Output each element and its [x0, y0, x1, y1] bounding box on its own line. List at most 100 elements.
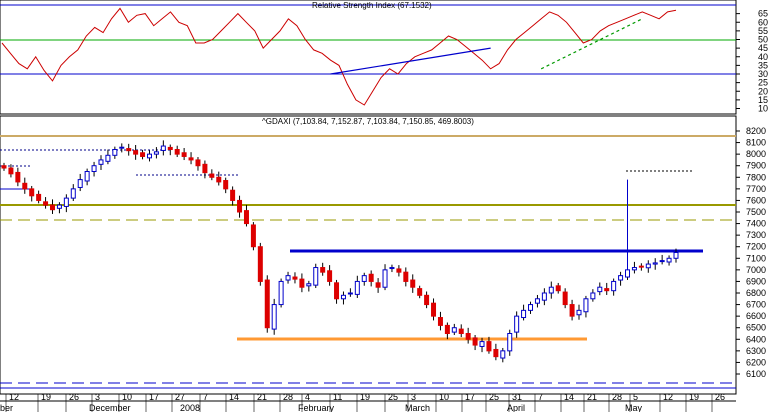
candle-down	[257, 246, 263, 282]
candle-up	[77, 179, 83, 188]
candle-up	[590, 292, 596, 300]
x-month-label: 2008	[180, 403, 200, 412]
candle-down	[195, 159, 201, 167]
rsi-frame	[0, 0, 737, 115]
x-tick-label: 3	[95, 392, 100, 402]
candle-down	[181, 152, 187, 157]
x-tick-label: 4	[305, 392, 310, 402]
candle-up	[514, 315, 520, 333]
candle-down	[320, 267, 326, 273]
candle-down	[174, 149, 180, 155]
candle-down	[243, 210, 249, 225]
rsi-trendline	[330, 47, 491, 75]
candle-down	[465, 333, 471, 340]
candle-up	[382, 269, 388, 288]
candle-down	[36, 193, 42, 201]
price-tick-label: 6200	[746, 357, 766, 367]
x-tick-label: 11	[333, 392, 342, 402]
candle-up	[541, 292, 547, 301]
x-tick-label: 5	[633, 392, 638, 402]
rsi-tick-label: 15	[758, 95, 768, 105]
price-tick-label: 6500	[746, 323, 766, 333]
rsi-tick-label: 65	[758, 9, 768, 19]
candle-up	[105, 154, 111, 162]
rsi-panel: Relative Strength Index (67.1532) 101520…	[0, 0, 768, 115]
rsi-series-line	[1, 7, 677, 106]
x-tick-label: 26	[69, 392, 79, 402]
candle-down	[43, 201, 49, 206]
price-tick-label: 7900	[746, 161, 766, 171]
candle-down	[188, 157, 194, 161]
candle-up	[285, 275, 291, 281]
rsi-tick-label: 10	[758, 104, 768, 114]
candle-down	[375, 282, 381, 288]
x-tick-label: 28	[283, 392, 293, 402]
candle-down	[202, 163, 208, 174]
candle-down	[299, 278, 305, 288]
rsi-tick-label: 20	[758, 86, 768, 96]
candle-down	[368, 273, 374, 282]
x-tick-label: 12	[663, 392, 673, 402]
candle-up	[528, 304, 534, 311]
candle-up	[625, 269, 631, 278]
price-tick-label: 8100	[746, 138, 766, 148]
price-tick-label: 6700	[746, 300, 766, 310]
candle-up	[479, 341, 485, 347]
candle-down	[444, 324, 450, 334]
candle-down	[555, 285, 561, 292]
rsi-trendline	[540, 18, 643, 70]
candle-up	[631, 267, 637, 271]
x-tick-label: 25	[489, 392, 499, 402]
candle-down	[133, 150, 139, 155]
price-tick-label: 7700	[746, 184, 766, 194]
candle-up	[652, 262, 658, 265]
x-tick-label: 21	[257, 392, 267, 402]
x-tick-label: 31	[512, 392, 522, 402]
candle-down	[250, 224, 256, 248]
x-month-label: May	[625, 403, 643, 412]
candle-down	[140, 152, 146, 157]
candle-down	[472, 337, 478, 346]
candle-down	[216, 176, 222, 183]
rsi-tick-label: 35	[758, 60, 768, 70]
candle-down	[237, 199, 243, 213]
candle-up	[507, 333, 513, 352]
price-tick-label: 7800	[746, 172, 766, 182]
candle-up	[548, 286, 554, 294]
x-month-label: March	[405, 403, 430, 412]
x-tick-label: 3	[411, 392, 416, 402]
rsi-tick-label: 30	[758, 69, 768, 79]
price-tick-label: 6800	[746, 288, 766, 298]
candle-up	[534, 298, 540, 304]
candle-up	[611, 280, 617, 292]
price-tick-label: 6600	[746, 311, 766, 321]
x-tick-label: 28	[612, 392, 622, 402]
rsi-tick-label: 60	[758, 17, 768, 27]
price-tick-label: 7600	[746, 195, 766, 205]
candle-down	[417, 288, 423, 296]
x-tick-label: 19	[360, 392, 370, 402]
candle-up	[597, 286, 603, 293]
candle-down	[15, 171, 21, 183]
price-tick-label: 6300	[746, 346, 766, 356]
price-panel: ^GDAXI (7,103.84, 7,152.87, 7,103.84, 7,…	[0, 115, 766, 395]
rsi-tick-label: 40	[758, 52, 768, 62]
rsi-tick-label: 45	[758, 43, 768, 53]
candle-down	[29, 188, 35, 197]
candle-up	[278, 280, 284, 306]
candle-down	[22, 182, 28, 190]
rsi-title: Relative Strength Index (67.1532)	[312, 1, 432, 10]
x-tick-label: 14	[229, 392, 239, 402]
candle-down	[569, 304, 575, 317]
rsi-tick-label: 25	[758, 78, 768, 88]
candle-down	[437, 317, 443, 326]
candle-down	[604, 288, 610, 292]
x-month-label: ber	[0, 403, 13, 412]
price-tick-label: 8200	[746, 126, 766, 136]
price-frame	[0, 115, 737, 395]
rsi-trendlines	[330, 18, 643, 75]
price-tick-label: 7500	[746, 207, 766, 217]
candle-up	[98, 159, 104, 165]
